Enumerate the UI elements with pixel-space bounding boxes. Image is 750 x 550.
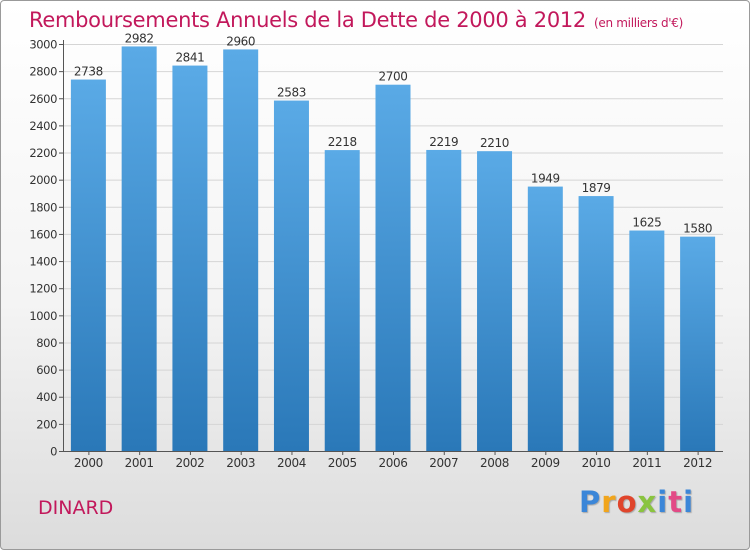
- value-label: 2219: [429, 135, 458, 149]
- value-label: 2210: [480, 136, 509, 150]
- value-label: 1625: [632, 216, 661, 230]
- value-label: 2583: [277, 86, 306, 100]
- x-tick-label: 2004: [277, 456, 306, 470]
- y-tick-label: 200: [36, 417, 57, 431]
- x-tick-label: 2003: [226, 456, 255, 470]
- bar: [375, 84, 411, 451]
- y-tick-label: 600: [36, 363, 57, 377]
- y-tick-label: 3000: [29, 38, 57, 52]
- value-label: 2982: [125, 31, 154, 45]
- x-tick-label: 2010: [582, 456, 611, 470]
- y-tick-label: 2600: [29, 92, 57, 106]
- bar: [273, 100, 309, 451]
- value-label: 1580: [683, 222, 712, 236]
- y-tick-label: 1200: [29, 282, 57, 296]
- x-tick-label: 2008: [480, 456, 509, 470]
- y-tick-label: 1600: [29, 227, 57, 241]
- logo-letter: t: [668, 485, 684, 519]
- logo-letter: i: [683, 485, 695, 519]
- y-tick-label: 400: [36, 390, 57, 404]
- logo-letter: r: [601, 485, 617, 519]
- bar: [324, 150, 360, 451]
- bar-layer: 2738 2982 2841 2960 2583 2218 2700 2219 2210 1949…: [70, 31, 716, 452]
- x-tick-label: 2002: [175, 456, 204, 470]
- chart-unit: (en milliers d'€): [594, 16, 684, 30]
- chart-title-text: Remboursements Annuels de la Dette de 20…: [29, 8, 586, 32]
- bar: [172, 65, 208, 452]
- value-label: 2841: [175, 51, 204, 65]
- y-tick-label: 1000: [29, 309, 57, 323]
- y-tick-label: 0: [50, 445, 57, 459]
- value-label: 2960: [226, 34, 255, 48]
- logo-letter: x: [637, 485, 658, 519]
- bar: [527, 186, 563, 451]
- city-name: DINARD: [38, 497, 114, 519]
- bar: [629, 230, 665, 451]
- x-tick-label: 2007: [429, 456, 458, 470]
- y-tick-label: 2400: [29, 119, 57, 133]
- x-tick-label: 2006: [379, 456, 408, 470]
- y-tick-label: 2200: [29, 146, 57, 160]
- x-tick-label: 2012: [683, 456, 712, 470]
- y-tick-label: 2000: [29, 173, 57, 187]
- axis-layer: 0 200 400 600 800 1000 1200 1400 1600 1800 2000 220…: [29, 38, 723, 470]
- bar: [680, 236, 716, 451]
- y-tick-label: 2800: [29, 65, 57, 79]
- bar: [223, 49, 259, 451]
- bar: [121, 46, 157, 451]
- logo-letter: i: [657, 485, 669, 519]
- value-label: 2700: [379, 70, 408, 84]
- bar: [426, 149, 462, 451]
- y-tick-label: 1800: [29, 200, 57, 214]
- bar: [477, 151, 513, 451]
- bar: [578, 196, 614, 451]
- bar: [70, 79, 106, 451]
- logo-letter: P: [579, 485, 602, 519]
- y-tick-label: 800: [36, 336, 57, 350]
- value-label: 1949: [531, 172, 560, 186]
- x-tick-label: 2000: [74, 456, 103, 470]
- proxiti-logo: Proxiti: [579, 485, 694, 519]
- logo-letter: o: [616, 485, 638, 519]
- value-label: 1879: [582, 181, 611, 195]
- y-tick-label: 1400: [29, 255, 57, 269]
- value-label: 2738: [74, 65, 103, 79]
- chart-title: Remboursements Annuels de la Dette de 20…: [29, 8, 683, 32]
- x-tick-label: 2005: [328, 456, 357, 470]
- x-tick-label: 2001: [125, 456, 154, 470]
- value-label: 2218: [328, 135, 357, 149]
- x-tick-label: 2011: [632, 456, 661, 470]
- x-tick-label: 2009: [531, 456, 560, 470]
